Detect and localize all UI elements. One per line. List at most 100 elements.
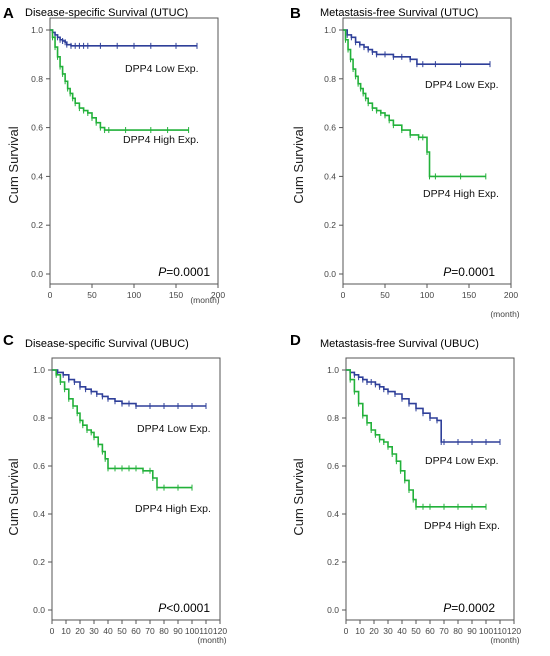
legend-low-exp: DPP4 Low Exp. — [137, 423, 211, 435]
legend-high-exp: DPP4 High Exp. — [123, 134, 199, 146]
x-tick-label: 80 — [453, 626, 463, 636]
panel-label: D — [290, 332, 301, 349]
legend-high-exp: DPP4 High Exp. — [424, 520, 500, 532]
series-low-line — [343, 29, 490, 65]
x-axis-unit: (month) — [190, 295, 219, 305]
y-tick-label: 0.6 — [31, 123, 43, 133]
x-tick-label: 0 — [341, 290, 346, 300]
x-tick-label: 0 — [48, 290, 53, 300]
x-tick-label: 110 — [493, 626, 507, 636]
x-tick-label: 110 — [199, 626, 213, 636]
x-tick-label: 100 — [185, 626, 199, 636]
legend-high-exp: DPP4 High Exp. — [135, 503, 211, 515]
p-value-number: =0.0001 — [166, 265, 210, 279]
y-tick-label: 0.0 — [327, 605, 339, 615]
y-tick-label: 0.8 — [33, 413, 45, 423]
legend-high-exp: DPP4 High Exp. — [423, 188, 499, 200]
x-tick-label: 20 — [369, 626, 379, 636]
series-low-line — [346, 369, 500, 443]
legend-low-exp: DPP4 Low Exp. — [425, 455, 499, 467]
p-value: P=0.0002 — [443, 601, 495, 615]
plot-frame — [49, 17, 219, 285]
x-tick-label: 90 — [467, 626, 477, 636]
y-axis-label: Cum Survival — [291, 458, 306, 535]
series-high-line — [343, 29, 486, 178]
x-tick-label: 200 — [504, 290, 518, 300]
y-tick-label: 0.0 — [33, 605, 45, 615]
series-low-line — [50, 29, 197, 47]
y-tick-label: 1.0 — [31, 25, 43, 35]
x-axis-unit: (month) — [490, 309, 519, 319]
x-tick-label: 40 — [103, 626, 113, 636]
y-tick-label: 0.2 — [31, 220, 43, 230]
chart-title: Disease-specific Survival (UTUC) — [25, 7, 188, 19]
y-tick-label: 0.2 — [33, 557, 45, 567]
y-tick-label: 0.6 — [33, 461, 45, 471]
p-value: P=0.0001 — [158, 265, 210, 279]
y-tick-label: 0.8 — [327, 413, 339, 423]
x-tick-label: 0 — [50, 626, 55, 636]
x-tick-label: 200 — [211, 290, 225, 300]
x-tick-label: 50 — [411, 626, 421, 636]
y-tick-label: 0.4 — [327, 509, 339, 519]
y-axis-label: Cum Survival — [6, 458, 21, 535]
p-value: P<0.0001 — [158, 601, 210, 615]
y-tick-label: 1.0 — [33, 365, 45, 375]
y-tick-label: 0.4 — [324, 171, 336, 181]
x-tick-label: 70 — [439, 626, 449, 636]
panel-label: C — [3, 332, 14, 349]
series-high-line — [346, 369, 486, 508]
x-tick-label: 120 — [507, 626, 521, 636]
y-tick-label: 1.0 — [327, 365, 339, 375]
x-tick-label: 100 — [420, 290, 434, 300]
y-tick-label: 0.8 — [31, 74, 43, 84]
y-tick-label: 1.0 — [324, 25, 336, 35]
y-tick-label: 0.8 — [324, 74, 336, 84]
y-tick-label: 0.0 — [324, 269, 336, 279]
panel-label: A — [3, 5, 14, 22]
y-tick-label: 0.2 — [327, 557, 339, 567]
x-tick-label: 100 — [127, 290, 141, 300]
x-tick-label: 50 — [380, 290, 390, 300]
panel-b: B Metastasis-free Survival (UTUC) Cum Surv… — [290, 5, 520, 319]
p-value-number: =0.0002 — [451, 601, 495, 615]
y-tick-label: 0.6 — [327, 461, 339, 471]
plot-frame — [51, 357, 221, 621]
p-value-symbol: P — [158, 601, 166, 615]
x-tick-label: 100 — [479, 626, 493, 636]
plot-frame — [345, 357, 515, 621]
panel-a: A Disease-specific Survival (UTUC) Cum Sur… — [3, 5, 225, 305]
panel-c: C Disease-specific Survival (UBUC) Cum Sur… — [3, 332, 227, 645]
p-value-symbol: P — [158, 265, 166, 279]
x-axis-unit: (month) — [490, 635, 519, 645]
x-axis-unit: (month) — [197, 635, 226, 645]
x-tick-label: 60 — [425, 626, 435, 636]
p-value-number: =0.0001 — [451, 265, 495, 279]
x-tick-label: 150 — [462, 290, 476, 300]
x-tick-label: 30 — [89, 626, 99, 636]
x-tick-label: 10 — [61, 626, 71, 636]
panel-d: D Metastasis-free Survival (UBUC) Cum Surv… — [290, 332, 521, 645]
y-axis-label: Cum Survival — [6, 126, 21, 203]
legend-low-exp: DPP4 Low Exp. — [125, 63, 199, 75]
y-tick-label: 0.4 — [31, 171, 43, 181]
x-tick-label: 90 — [173, 626, 183, 636]
x-tick-label: 80 — [159, 626, 169, 636]
p-value-number: <0.0001 — [166, 601, 210, 615]
y-axis-label: Cum Survival — [291, 126, 306, 203]
p-value-symbol: P — [443, 601, 451, 615]
panel-label: B — [290, 5, 301, 22]
chart-title: Metastasis-free Survival (UTUC) — [320, 7, 478, 19]
x-tick-label: 40 — [397, 626, 407, 636]
y-tick-label: 0.6 — [324, 123, 336, 133]
legend-low-exp: DPP4 Low Exp. — [425, 79, 499, 91]
x-tick-label: 0 — [344, 626, 349, 636]
x-tick-label: 120 — [213, 626, 227, 636]
chart-title: Metastasis-free Survival (UBUC) — [320, 338, 479, 350]
y-tick-label: 0.2 — [324, 220, 336, 230]
x-tick-label: 50 — [117, 626, 127, 636]
x-tick-label: 30 — [383, 626, 393, 636]
y-tick-label: 0.0 — [31, 269, 43, 279]
x-tick-label: 70 — [145, 626, 155, 636]
